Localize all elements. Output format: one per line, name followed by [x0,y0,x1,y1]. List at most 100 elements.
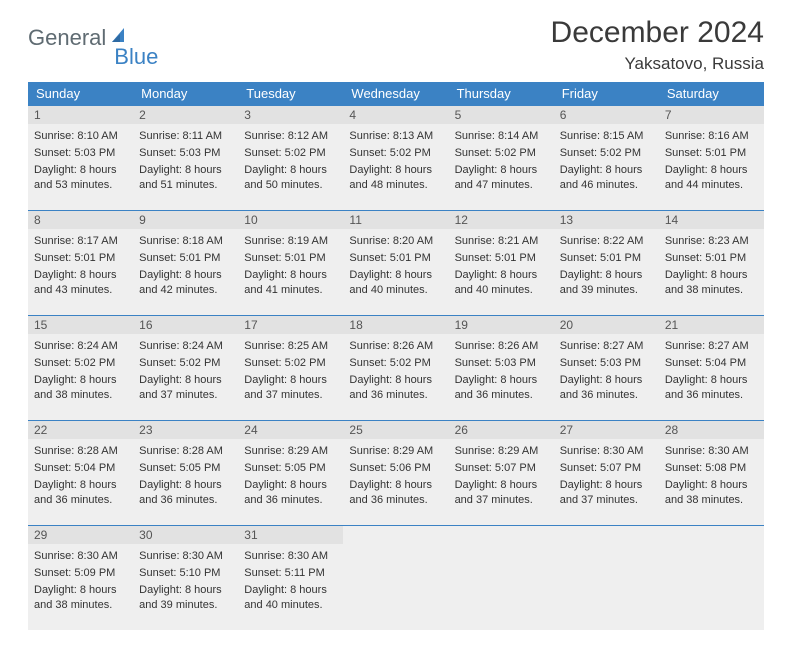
day-info: Sunrise: 8:19 AMSunset: 5:01 PMDaylight:… [238,229,343,315]
sunrise-text: Sunrise: 8:30 AM [665,444,758,459]
daylight-text: Daylight: 8 hours and 40 minutes. [455,268,548,298]
day-number: 10 [238,211,343,229]
day-info: Sunrise: 8:25 AMSunset: 5:02 PMDaylight:… [238,334,343,420]
daylight-text: Daylight: 8 hours and 44 minutes. [665,163,758,193]
daylight-text: Daylight: 8 hours and 37 minutes. [560,478,653,508]
day-number: 21 [659,316,764,334]
calendar-cell: 10Sunrise: 8:19 AMSunset: 5:01 PMDayligh… [238,211,343,316]
sunrise-text: Sunrise: 8:30 AM [139,549,232,564]
month-title: December 2024 [551,16,764,50]
sunset-text: Sunset: 5:01 PM [560,251,653,266]
sunset-text: Sunset: 5:03 PM [455,356,548,371]
daylight-text: Daylight: 8 hours and 36 minutes. [349,373,442,403]
sunrise-text: Sunrise: 8:16 AM [665,129,758,144]
day-number: 22 [28,421,133,439]
daylight-text: Daylight: 8 hours and 36 minutes. [244,478,337,508]
day-info: Sunrise: 8:29 AMSunset: 5:06 PMDaylight:… [343,439,448,525]
sunrise-text: Sunrise: 8:21 AM [455,234,548,249]
sunrise-text: Sunrise: 8:27 AM [665,339,758,354]
day-info: Sunrise: 8:26 AMSunset: 5:03 PMDaylight:… [449,334,554,420]
calendar-cell: 16Sunrise: 8:24 AMSunset: 5:02 PMDayligh… [133,316,238,421]
daylight-text: Daylight: 8 hours and 48 minutes. [349,163,442,193]
logo: General Blue [28,16,158,60]
calendar-cell: 6Sunrise: 8:15 AMSunset: 5:02 PMDaylight… [554,106,659,211]
day-number: 11 [343,211,448,229]
calendar-row: 8Sunrise: 8:17 AMSunset: 5:01 PMDaylight… [28,211,764,316]
day-info: Sunrise: 8:24 AMSunset: 5:02 PMDaylight:… [133,334,238,420]
calendar-row: 15Sunrise: 8:24 AMSunset: 5:02 PMDayligh… [28,316,764,421]
sunset-text: Sunset: 5:05 PM [244,461,337,476]
calendar-cell-empty [659,526,764,631]
day-info: Sunrise: 8:13 AMSunset: 5:02 PMDaylight:… [343,124,448,210]
calendar-row: 22Sunrise: 8:28 AMSunset: 5:04 PMDayligh… [28,421,764,526]
calendar-cell: 25Sunrise: 8:29 AMSunset: 5:06 PMDayligh… [343,421,448,526]
sunset-text: Sunset: 5:01 PM [139,251,232,266]
daylight-text: Daylight: 8 hours and 47 minutes. [455,163,548,193]
sunset-text: Sunset: 5:02 PM [455,146,548,161]
calendar-cell: 4Sunrise: 8:13 AMSunset: 5:02 PMDaylight… [343,106,448,211]
sunset-text: Sunset: 5:01 PM [455,251,548,266]
calendar-cell: 8Sunrise: 8:17 AMSunset: 5:01 PMDaylight… [28,211,133,316]
daylight-text: Daylight: 8 hours and 36 minutes. [349,478,442,508]
calendar-cell: 11Sunrise: 8:20 AMSunset: 5:01 PMDayligh… [343,211,448,316]
day-info: Sunrise: 8:10 AMSunset: 5:03 PMDaylight:… [28,124,133,210]
day-info: Sunrise: 8:15 AMSunset: 5:02 PMDaylight:… [554,124,659,210]
sunrise-text: Sunrise: 8:10 AM [34,129,127,144]
day-number: 30 [133,526,238,544]
day-info: Sunrise: 8:30 AMSunset: 5:07 PMDaylight:… [554,439,659,525]
day-number: 9 [133,211,238,229]
logo-text-general: General [28,25,106,51]
calendar-cell-empty [343,526,448,631]
day-number: 13 [554,211,659,229]
sunrise-text: Sunrise: 8:15 AM [560,129,653,144]
daylight-text: Daylight: 8 hours and 50 minutes. [244,163,337,193]
calendar-cell: 20Sunrise: 8:27 AMSunset: 5:03 PMDayligh… [554,316,659,421]
day-number: 5 [449,106,554,124]
calendar-table: Sunday Monday Tuesday Wednesday Thursday… [28,82,764,630]
calendar-row: 1Sunrise: 8:10 AMSunset: 5:03 PMDaylight… [28,106,764,211]
daylight-text: Daylight: 8 hours and 38 minutes. [665,478,758,508]
day-number: 7 [659,106,764,124]
calendar-cell: 17Sunrise: 8:25 AMSunset: 5:02 PMDayligh… [238,316,343,421]
header-titles: December 2024 Yaksatovo, Russia [551,16,764,74]
calendar-cell: 12Sunrise: 8:21 AMSunset: 5:01 PMDayligh… [449,211,554,316]
sunset-text: Sunset: 5:03 PM [560,356,653,371]
sunrise-text: Sunrise: 8:29 AM [349,444,442,459]
sunset-text: Sunset: 5:01 PM [665,146,758,161]
weekday-header: Thursday [449,82,554,106]
calendar-cell: 22Sunrise: 8:28 AMSunset: 5:04 PMDayligh… [28,421,133,526]
sunset-text: Sunset: 5:02 PM [244,356,337,371]
sunset-text: Sunset: 5:02 PM [560,146,653,161]
weekday-header: Wednesday [343,82,448,106]
calendar-cell: 23Sunrise: 8:28 AMSunset: 5:05 PMDayligh… [133,421,238,526]
daylight-text: Daylight: 8 hours and 41 minutes. [244,268,337,298]
daylight-text: Daylight: 8 hours and 37 minutes. [139,373,232,403]
day-number: 26 [449,421,554,439]
sunset-text: Sunset: 5:04 PM [34,461,127,476]
sunrise-text: Sunrise: 8:18 AM [139,234,232,249]
sunrise-text: Sunrise: 8:13 AM [349,129,442,144]
day-number: 18 [343,316,448,334]
sunrise-text: Sunrise: 8:29 AM [244,444,337,459]
sunrise-text: Sunrise: 8:27 AM [560,339,653,354]
daylight-text: Daylight: 8 hours and 40 minutes. [244,583,337,613]
day-number: 23 [133,421,238,439]
sunrise-text: Sunrise: 8:17 AM [34,234,127,249]
day-number: 19 [449,316,554,334]
day-number: 29 [28,526,133,544]
sunrise-text: Sunrise: 8:24 AM [34,339,127,354]
sunrise-text: Sunrise: 8:11 AM [139,129,232,144]
day-number: 31 [238,526,343,544]
sunrise-text: Sunrise: 8:25 AM [244,339,337,354]
day-info: Sunrise: 8:18 AMSunset: 5:01 PMDaylight:… [133,229,238,315]
calendar-cell: 26Sunrise: 8:29 AMSunset: 5:07 PMDayligh… [449,421,554,526]
location-label: Yaksatovo, Russia [551,54,764,74]
sunrise-text: Sunrise: 8:22 AM [560,234,653,249]
day-number: 17 [238,316,343,334]
sunset-text: Sunset: 5:02 PM [244,146,337,161]
daylight-text: Daylight: 8 hours and 36 minutes. [34,478,127,508]
sunrise-text: Sunrise: 8:20 AM [349,234,442,249]
sunset-text: Sunset: 5:10 PM [139,566,232,581]
topbar: General Blue December 2024 Yaksatovo, Ru… [28,16,764,74]
daylight-text: Daylight: 8 hours and 38 minutes. [34,373,127,403]
